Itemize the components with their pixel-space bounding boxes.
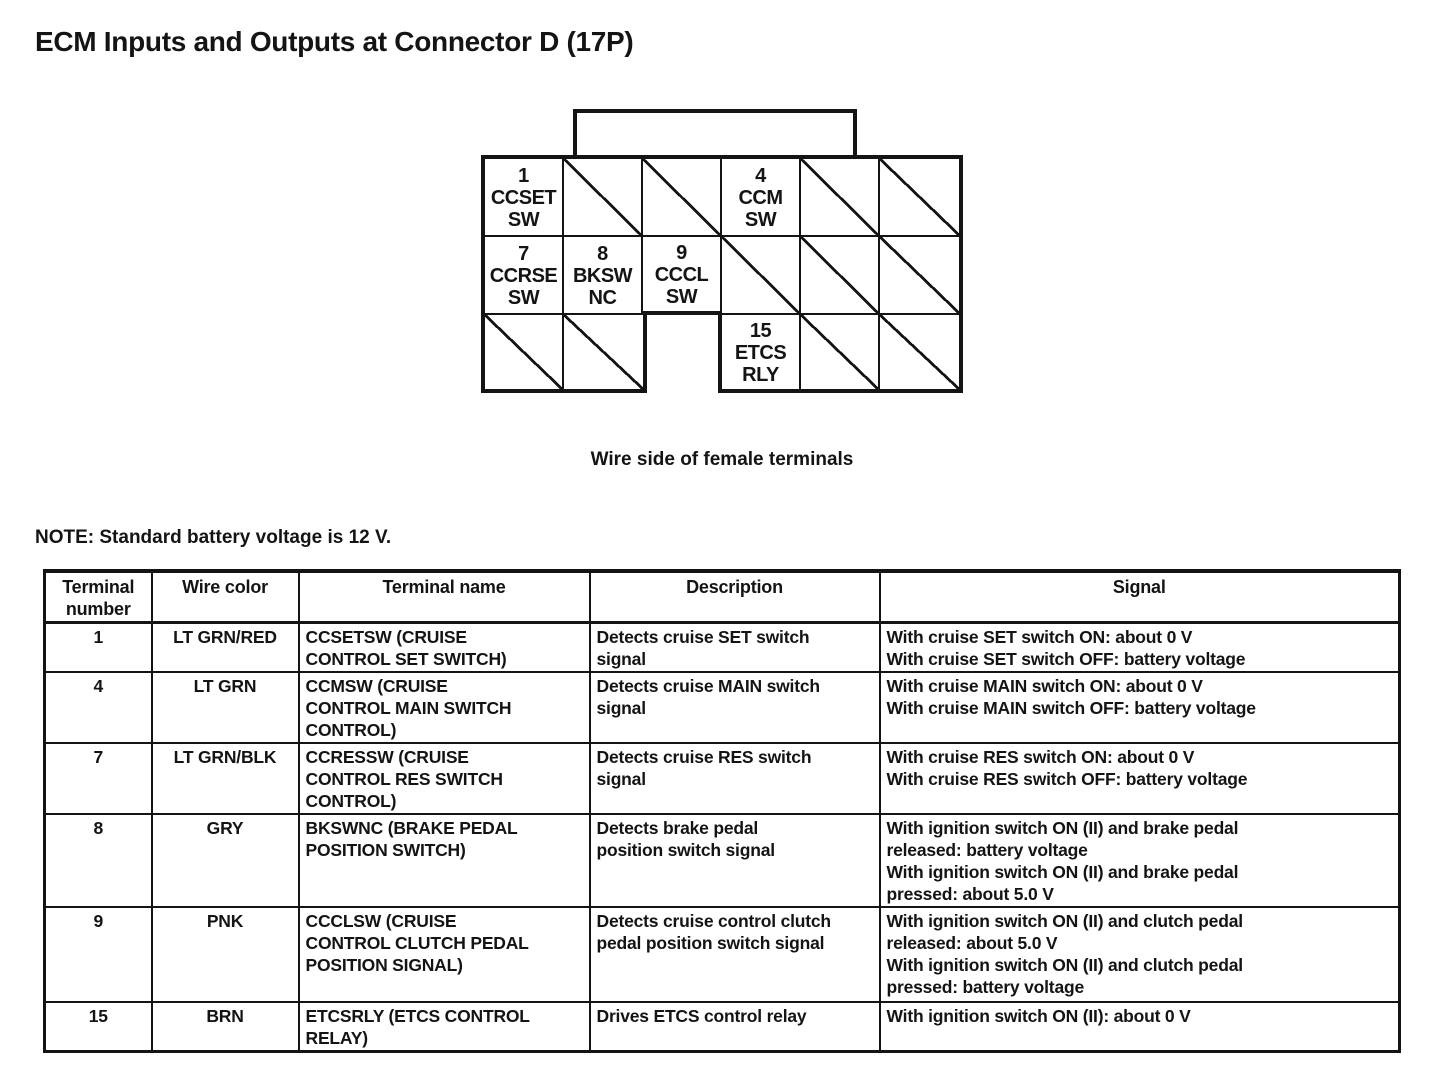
- connector-diagram: 1 CCSET SW 4 CCM SW 7 CCRSE SW 8 BKSW NC…: [481, 109, 963, 393]
- terminal-number: 7: [43, 742, 153, 815]
- table-row: 9 PNK CCCLSW (CRUISE CONTROL CLUTCH PEDA…: [43, 906, 1401, 1003]
- pin-cell-15: 15 ETCS RLY: [722, 315, 801, 393]
- connector-pin-grid: 1 CCSET SW 4 CCM SW 7 CCRSE SW 8 BKSW NC…: [481, 155, 963, 393]
- col-header-signal: Signal: [878, 570, 1401, 624]
- pin-cell-8: 8 BKSW NC: [564, 237, 643, 315]
- terminal-number: 9: [43, 906, 153, 1003]
- terminal-number: 4: [43, 671, 153, 744]
- wire-color: LT GRN/BLK: [150, 742, 300, 815]
- signal: With cruise MAIN switch ON: about 0 V Wi…: [878, 671, 1401, 744]
- unused-pin-cell: [880, 237, 959, 315]
- col-header-description: Description: [588, 570, 881, 624]
- terminal-number: 8: [43, 813, 153, 908]
- description: Drives ETCS control relay: [588, 1001, 881, 1053]
- table-row: 7 LT GRN/BLK CCRESSW (CRUISE CONTROL RES…: [43, 742, 1401, 815]
- pin-cell-4: 4 CCM SW: [722, 159, 801, 237]
- unused-pin-cell: [880, 159, 959, 237]
- table-row: 8 GRY BKSWNC (BRAKE PEDAL POSITION SWITC…: [43, 813, 1401, 908]
- description: Detects cruise SET switch signal: [588, 621, 881, 673]
- table-row: 4 LT GRN CCMSW (CRUISE CONTROL MAIN SWIT…: [43, 671, 1401, 744]
- wire-color: LT GRN: [150, 671, 300, 744]
- terminal-number: 15: [43, 1001, 153, 1053]
- unused-pin-cell: [564, 159, 643, 237]
- connector-tab: [573, 109, 857, 155]
- description: Detects brake pedal position switch sign…: [588, 813, 881, 908]
- pin-cell-1: 1 CCSET SW: [485, 159, 564, 237]
- terminal-name: ETCSRLY (ETCS CONTROL RELAY): [297, 1001, 591, 1053]
- terminal-name: CCMSW (CRUISE CONTROL MAIN SWITCH CONTRO…: [297, 671, 591, 744]
- wire-color: GRY: [150, 813, 300, 908]
- wire-color: BRN: [150, 1001, 300, 1053]
- pin-cell-9: 9 CCCL SW: [643, 237, 722, 315]
- description: Detects cruise MAIN switch signal: [588, 671, 881, 744]
- terminal-name: CCSETSW (CRUISE CONTROL SET SWITCH): [297, 621, 591, 673]
- connector-notch: [643, 315, 722, 393]
- col-header-terminal-number: Terminal number: [43, 570, 153, 624]
- unused-pin-cell: [880, 315, 959, 393]
- signal: With ignition switch ON (II) and clutch …: [878, 906, 1401, 1003]
- terminal-name: CCCLSW (CRUISE CONTROL CLUTCH PEDAL POSI…: [297, 906, 591, 1003]
- pin-cell-7: 7 CCRSE SW: [485, 237, 564, 315]
- unused-pin-cell: [485, 315, 564, 393]
- unused-pin-cell: [643, 159, 722, 237]
- wire-color: PNK: [150, 906, 300, 1003]
- signal: With ignition switch ON (II): about 0 V: [878, 1001, 1401, 1053]
- unused-pin-cell: [564, 315, 643, 393]
- table-header-row: Terminal number Wire color Terminal name…: [43, 570, 1401, 624]
- signal: With ignition switch ON (II) and brake p…: [878, 813, 1401, 908]
- unused-pin-cell: [801, 159, 880, 237]
- terminal-name: BKSWNC (BRAKE PEDAL POSITION SWITCH): [297, 813, 591, 908]
- signal: With cruise SET switch ON: about 0 V Wit…: [878, 621, 1401, 673]
- table-row: 15 BRN ETCSRLY (ETCS CONTROL RELAY) Driv…: [43, 1001, 1401, 1053]
- col-header-terminal-name: Terminal name: [297, 570, 591, 624]
- unused-pin-cell: [801, 315, 880, 393]
- terminals-table-wrap: Terminal number Wire color Terminal name…: [43, 569, 1401, 1053]
- wire-side-caption: Wire side of female terminals: [590, 449, 854, 470]
- signal: With cruise RES switch ON: about 0 V Wit…: [878, 742, 1401, 815]
- battery-note: NOTE: Standard battery voltage is 12 V.: [35, 527, 392, 548]
- description: Detects cruise control clutch pedal posi…: [588, 906, 881, 1003]
- terminal-name: CCRESSW (CRUISE CONTROL RES SWITCH CONTR…: [297, 742, 591, 815]
- unused-pin-cell: [801, 237, 880, 315]
- wire-color: LT GRN/RED: [150, 621, 300, 673]
- description: Detects cruise RES switch signal: [588, 742, 881, 815]
- terminal-number: 1: [43, 621, 153, 673]
- col-header-wire-color: Wire color: [150, 570, 300, 624]
- unused-pin-cell: [722, 237, 801, 315]
- table-row: 1 LT GRN/RED CCSETSW (CRUISE CONTROL SET…: [43, 621, 1401, 673]
- terminals-table: Terminal number Wire color Terminal name…: [43, 569, 1401, 1053]
- page-title: ECM Inputs and Outputs at Connector D (1…: [35, 26, 634, 57]
